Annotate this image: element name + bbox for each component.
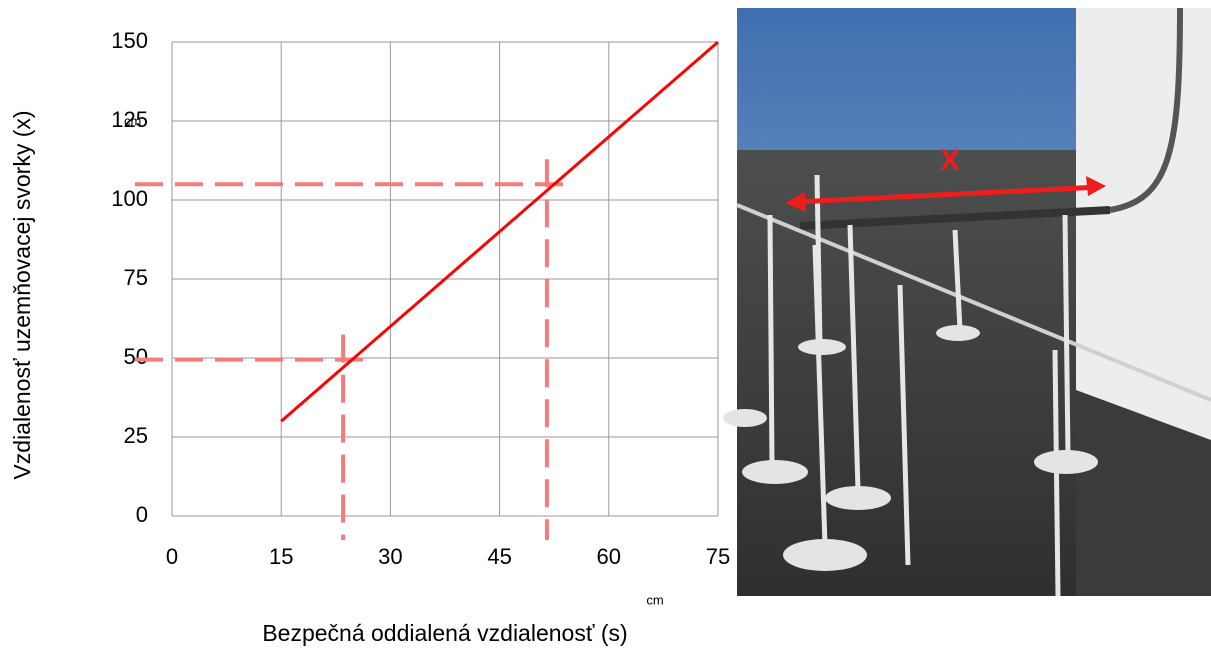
x-axis-label: Bezpečná oddialená vzdialenosť (s): [262, 620, 627, 646]
photo: X: [723, 8, 1211, 596]
y-tick-label: 125: [111, 107, 148, 132]
x-tick-label: 0: [166, 544, 178, 569]
chart: X cm cm Bezpečná oddialená vzdialenosť (…: [0, 0, 1211, 653]
x-tick-label: 15: [269, 544, 293, 569]
photo-label: X: [940, 144, 960, 177]
x-tick-label: 60: [597, 544, 621, 569]
y-tick-label: 75: [124, 265, 148, 290]
y-tick-label: 0: [136, 502, 148, 527]
y-tick-label: 100: [111, 186, 148, 211]
x-tick-label: 75: [706, 544, 730, 569]
x-unit: cm: [646, 592, 663, 607]
y-tick-label: 50: [124, 344, 148, 369]
y-tick-label: 150: [111, 28, 148, 53]
page: X cm cm Bezpečná oddialená vzdialenosť (…: [0, 0, 1211, 653]
x-tick-label: 30: [378, 544, 402, 569]
y-tick-label: 25: [124, 423, 148, 448]
x-tick-label: 45: [487, 544, 511, 569]
y-axis-label: Vzdialenosť uzemňovacej svorky (x): [5, 105, 85, 485]
